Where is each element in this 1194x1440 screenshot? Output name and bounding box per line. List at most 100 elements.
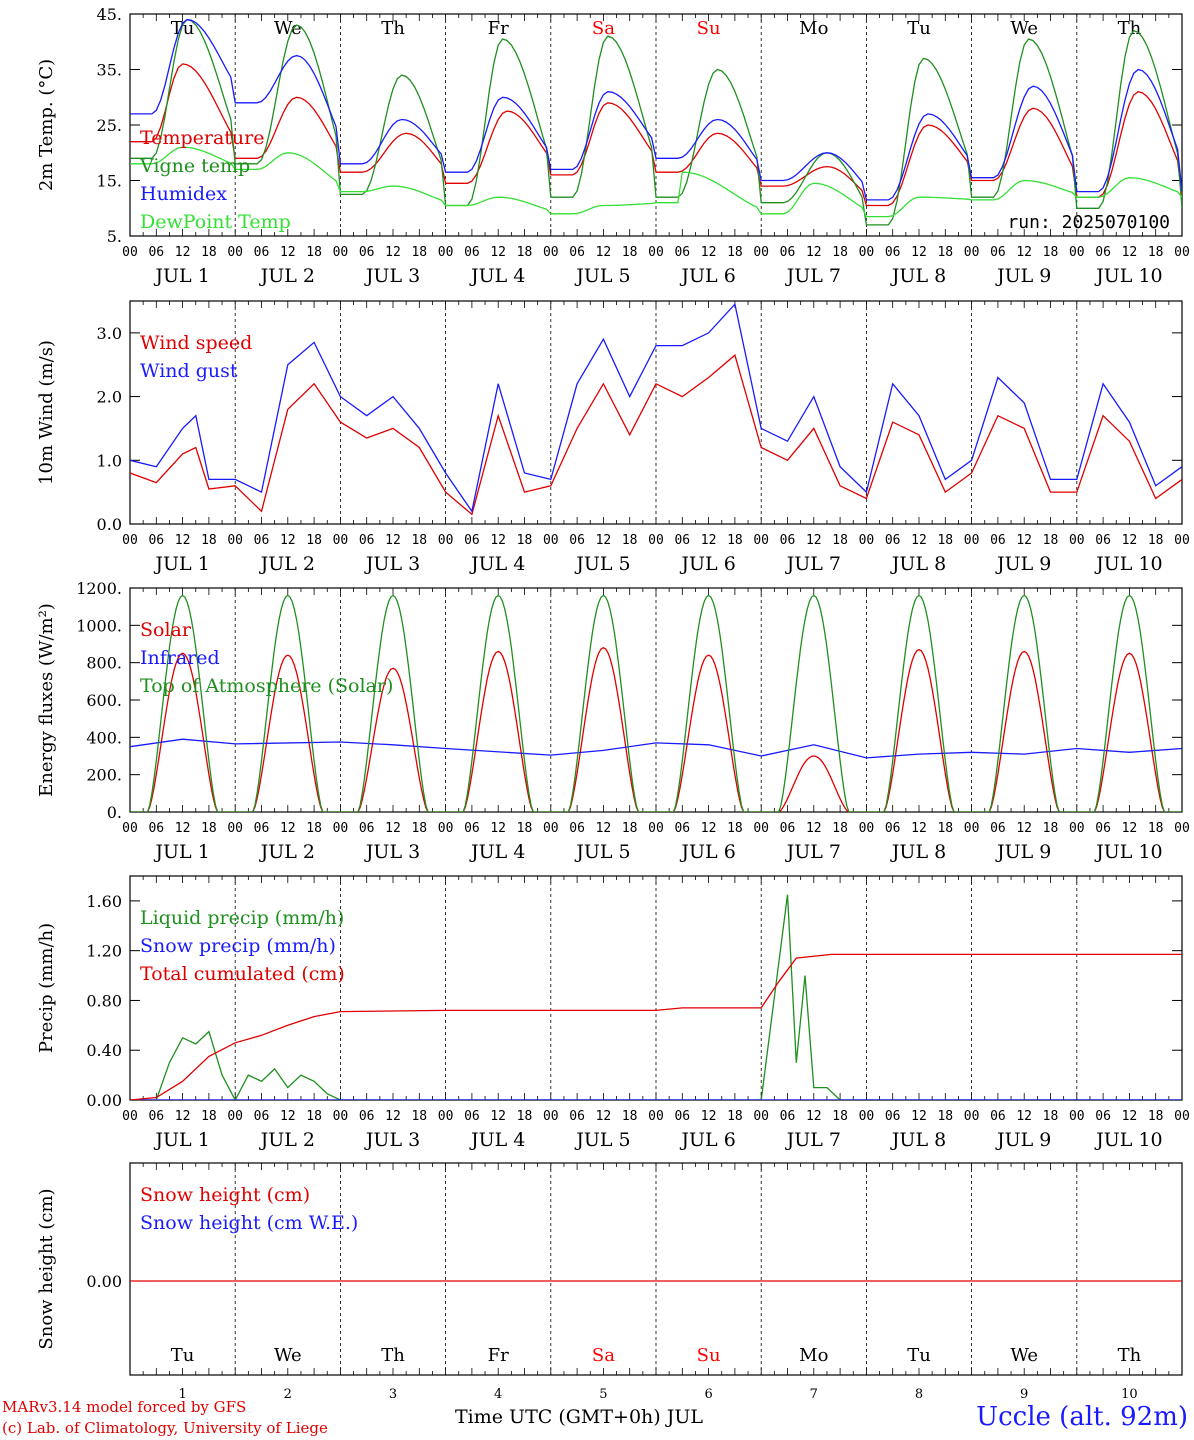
hour-tick-label: 00 (964, 245, 980, 260)
date-label: JUL 6 (679, 1129, 735, 1151)
day-name-label: Th (381, 1345, 405, 1366)
legend-entry: DewPoint Temp (140, 211, 291, 233)
hour-tick-label: 06 (254, 1109, 270, 1124)
date-label: JUL 10 (1094, 1129, 1162, 1151)
hour-tick-label: 06 (569, 821, 585, 836)
hour-tick-label: 06 (1095, 1109, 1111, 1124)
hour-tick-label: 00 (648, 821, 664, 836)
hour-tick-label: 00 (438, 1109, 454, 1124)
panel-3: 0. 200. 400. 600. 800. 1000. 1200. Energy fluxe… (36, 579, 1190, 863)
hour-tick-label: 12 (596, 1109, 612, 1124)
hour-tick-label: 12 (1016, 821, 1032, 836)
legend-entry: Top of Atmosphere (Solar) (140, 675, 393, 697)
hour-tick-label: 12 (385, 245, 401, 260)
day-number-label: 7 (810, 1387, 818, 1402)
legend-entry: Vigne temp (139, 155, 250, 177)
hour-tick-label: 12 (490, 245, 506, 260)
hour-tick-label: 12 (1016, 245, 1032, 260)
y-tick-label: 0.00 (86, 1272, 122, 1291)
day-number-label: 2 (284, 1387, 292, 1402)
hour-tick-label: 00 (648, 533, 664, 548)
date-label: JUL 8 (890, 265, 946, 287)
hour-tick-label: 18 (306, 821, 322, 836)
hour-tick-label: 06 (359, 1109, 375, 1124)
y-tick-label: 1.60 (86, 892, 122, 911)
lab-credit: (c) Lab. of Climatology, University of L… (2, 1419, 328, 1437)
hour-tick-label: 00 (648, 1109, 664, 1124)
date-label: JUL 9 (995, 1129, 1051, 1151)
day-name-label: Th (1118, 1345, 1142, 1366)
hour-tick-label: 00 (753, 533, 769, 548)
hour-tick-label: 00 (1069, 245, 1085, 260)
hour-tick-label: 06 (1095, 245, 1111, 260)
hour-tick-label: 00 (227, 245, 243, 260)
hour-tick-label: 12 (490, 821, 506, 836)
hour-tick-label: 12 (701, 533, 717, 548)
hour-tick-label: 12 (385, 821, 401, 836)
hour-tick-label: 06 (1095, 533, 1111, 548)
hour-tick-label: 18 (1043, 533, 1059, 548)
hour-tick-label: 00 (753, 1109, 769, 1124)
hour-tick-label: 12 (1016, 533, 1032, 548)
hour-tick-label: 06 (990, 1109, 1006, 1124)
hour-tick-label: 06 (780, 533, 796, 548)
day-name-label: Mo (799, 18, 828, 39)
hour-tick-label: 00 (333, 1109, 349, 1124)
hour-tick-label: 00 (543, 1109, 559, 1124)
y-axis-title: 2m Temp. (°C) (36, 59, 57, 191)
date-label: JUL 2 (259, 1129, 315, 1151)
day-name-label: Tu (907, 18, 931, 39)
y-tick-label: 0. (107, 803, 122, 822)
hour-tick-label: 06 (359, 821, 375, 836)
hour-tick-label: 06 (148, 821, 164, 836)
y-tick-label: 45. (97, 5, 122, 24)
series-line-1 (130, 739, 1182, 758)
date-label: JUL 1 (153, 841, 209, 863)
hour-tick-label: 12 (911, 533, 927, 548)
hour-tick-label: 12 (1122, 245, 1138, 260)
day-name-label: Tu (907, 1345, 931, 1366)
y-tick-label: 15. (97, 172, 122, 191)
panel-5: 0.00Snow height (cm)Tu We Th Fr Sa Su Mo Tu We Th… (36, 1163, 1182, 1402)
hour-tick-label: 18 (727, 821, 743, 836)
hour-tick-label: 06 (885, 533, 901, 548)
date-label: JUL 5 (574, 265, 630, 287)
day-name-label: We (274, 18, 302, 39)
legend-entry: Infrared (140, 647, 220, 669)
y-tick-label: 1000. (76, 616, 122, 635)
y-tick-label: 0.0 (97, 515, 122, 534)
hour-tick-label: 06 (569, 245, 585, 260)
y-tick-label: 0.00 (86, 1091, 122, 1110)
date-label: JUL 1 (153, 553, 209, 575)
hour-tick-label: 18 (306, 245, 322, 260)
hour-tick-label: 18 (727, 1109, 743, 1124)
hour-tick-label: 00 (753, 821, 769, 836)
date-label: JUL 3 (364, 553, 420, 575)
hour-tick-label: 18 (832, 533, 848, 548)
hour-tick-label: 06 (464, 821, 480, 836)
hour-tick-label: 00 (122, 533, 138, 548)
hour-tick-label: 12 (701, 1109, 717, 1124)
y-axis-title: Energy fluxes (W/m²) (36, 603, 57, 797)
y-tick-label: 1200. (76, 579, 122, 598)
hour-tick-label: 12 (280, 533, 296, 548)
hour-tick-label: 06 (885, 1109, 901, 1124)
day-name-label: We (1010, 18, 1038, 39)
date-label: JUL 10 (1094, 553, 1162, 575)
hour-tick-label: 12 (911, 245, 927, 260)
date-label: JUL 3 (364, 265, 420, 287)
hour-tick-label: 00 (1069, 821, 1085, 836)
date-label: JUL 10 (1094, 841, 1162, 863)
hour-tick-label: 18 (1043, 245, 1059, 260)
hour-tick-label: 00 (1174, 245, 1190, 260)
day-number-label: 8 (915, 1387, 923, 1402)
date-label: JUL 5 (574, 553, 630, 575)
hour-tick-label: 00 (333, 245, 349, 260)
panel-1: 5.15.25.35.45.2m Temp. (°C)00 06 12 18 00 06 1… (36, 5, 1190, 287)
hour-tick-label: 18 (622, 533, 638, 548)
hour-tick-label: 00 (1069, 1109, 1085, 1124)
day-number-label: 9 (1020, 1387, 1028, 1402)
day-number-label: 10 (1121, 1387, 1138, 1402)
hour-tick-label: 12 (911, 1109, 927, 1124)
hour-tick-label: 18 (411, 533, 427, 548)
